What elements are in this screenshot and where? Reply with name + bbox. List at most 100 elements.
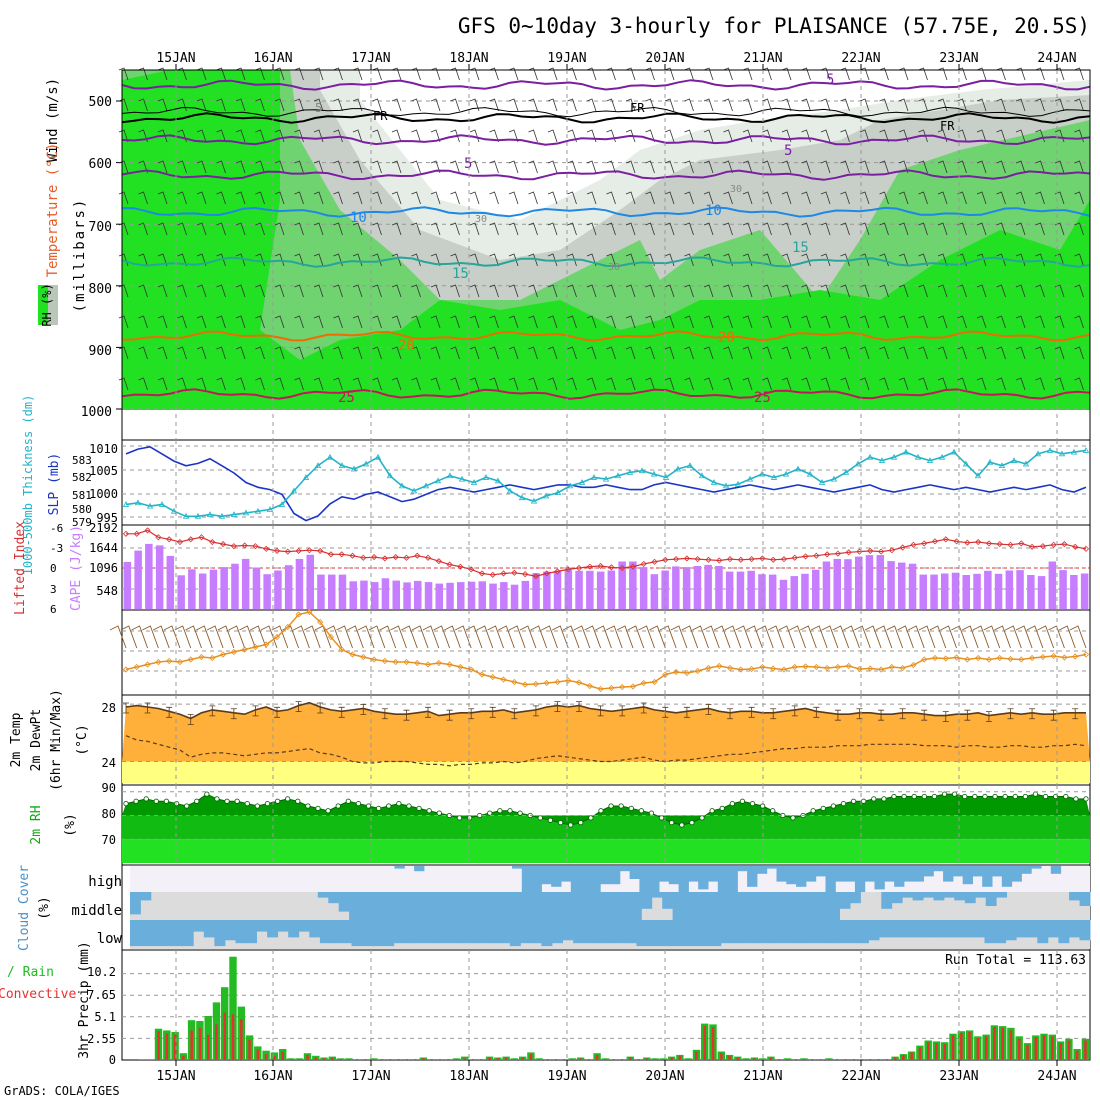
cloud-level-high: high — [88, 874, 122, 890]
date-label: 21JAN — [743, 51, 782, 66]
lifted-index-point — [953, 538, 960, 545]
cloud-bar — [610, 892, 621, 920]
wind-barb — [1015, 222, 1026, 236]
cloud-bar — [708, 866, 719, 882]
wind-barb — [937, 67, 948, 81]
wind-barb — [235, 160, 246, 174]
wind-barb — [976, 377, 987, 391]
wind-barb — [645, 315, 655, 329]
wind-barb — [664, 284, 675, 298]
cloud-cover-bars — [130, 866, 1091, 949]
wind-barb — [898, 160, 909, 174]
wind-barb — [489, 315, 499, 329]
wind-barb — [586, 160, 597, 174]
thickness-point — [830, 475, 838, 482]
li-tick: 3 — [50, 583, 57, 596]
rh2m-point — [729, 801, 735, 807]
precip-total-bar — [651, 1058, 659, 1060]
cape-bar — [317, 574, 325, 609]
thickness-point — [842, 469, 850, 475]
precip-conv-bar — [1018, 1038, 1021, 1060]
precip-conv-bar — [173, 1034, 177, 1060]
wind-barb — [606, 346, 616, 360]
wind-barb — [274, 346, 285, 360]
lifted-index-point — [1061, 541, 1068, 548]
cloud-bar — [985, 892, 997, 906]
cloud-bar — [537, 892, 548, 920]
ylabel-temp2m-2: 2m DewPt — [29, 709, 44, 772]
date-label: 23JAN — [939, 1069, 978, 1084]
wind-barb — [1035, 377, 1045, 391]
wind10m-point — [457, 663, 464, 671]
precip-conv-bar — [778, 1059, 781, 1060]
wind-barb — [859, 191, 870, 205]
wind-barb — [567, 377, 577, 391]
wind-barb — [372, 284, 382, 298]
wind-barb — [274, 98, 285, 112]
cape-tick: 2192 — [89, 521, 118, 535]
thickness-point — [434, 477, 442, 484]
lifted-index-point — [931, 538, 939, 545]
rh2m-point — [557, 820, 564, 826]
cape-bar — [145, 543, 153, 609]
temp-minmax-bar — [770, 708, 777, 720]
wind10m-point — [921, 656, 928, 663]
rh2m-point — [184, 803, 190, 809]
wind-barb — [840, 222, 850, 236]
cloud-bar — [583, 920, 595, 944]
wind-barb — [391, 191, 402, 205]
wind-barb — [723, 191, 733, 205]
cloud-bar — [393, 920, 405, 944]
ylabel-cloud-cover: Cloud Cover — [17, 865, 32, 951]
temperature-contour — [121, 169, 1091, 181]
wind-barb — [781, 191, 792, 205]
slp-tick: 1010 — [89, 442, 118, 456]
wind-barb — [235, 315, 246, 329]
date-label: 17JAN — [351, 1069, 390, 1084]
cape-bar — [747, 570, 755, 609]
wind-barb — [450, 253, 460, 267]
thickness-point — [518, 494, 526, 501]
wind-barb — [879, 315, 889, 329]
slp-thickness-lines — [122, 445, 1090, 522]
cloud-bar — [1068, 920, 1080, 938]
rh2m-point — [224, 798, 230, 804]
wind-barb — [937, 191, 948, 205]
thickness-point — [650, 470, 658, 477]
wind10m-point — [414, 659, 421, 667]
upper-air-grid — [116, 100, 1090, 410]
wind-barb — [313, 98, 324, 112]
wind10m-point — [295, 611, 302, 618]
precip-conv-bar — [993, 1027, 996, 1060]
cloud-bar — [394, 866, 405, 869]
precip-tick: 7.65 — [87, 988, 116, 1002]
thickness-point — [446, 472, 454, 479]
wind-barb — [879, 222, 889, 236]
cloud-bar — [457, 920, 468, 944]
precip-conv-bar — [835, 1059, 839, 1060]
wind-barb — [840, 67, 850, 81]
date-labels-top: 15JAN 16JAN 17JAN 18JAN 19JAN 20JAN 21JA… — [156, 51, 1076, 66]
wind-barb — [567, 222, 577, 236]
wind-barb — [606, 191, 616, 205]
contour-label-20: 20 — [718, 330, 735, 346]
wind-barb — [781, 222, 792, 236]
wind-barb — [352, 284, 363, 298]
wind-barb — [352, 67, 363, 81]
cloud-bar — [646, 920, 658, 947]
wind10m-point — [532, 680, 539, 688]
li-tick: 6 — [50, 603, 57, 616]
rh2m-point — [416, 805, 422, 811]
precip-conv-bar — [306, 1054, 309, 1060]
cloud-bar — [737, 866, 748, 872]
wind-barb — [450, 315, 460, 329]
cloud-bar — [140, 920, 152, 947]
wind-barb — [664, 98, 675, 112]
cloud-bar — [766, 866, 777, 869]
wind-barb — [859, 222, 870, 236]
precip-conv-bar — [1042, 1035, 1046, 1060]
wind10m-point — [1029, 654, 1036, 662]
precip-conv-bar — [463, 1058, 466, 1060]
cloud-bar — [317, 892, 329, 898]
cloud-bar — [894, 866, 905, 887]
